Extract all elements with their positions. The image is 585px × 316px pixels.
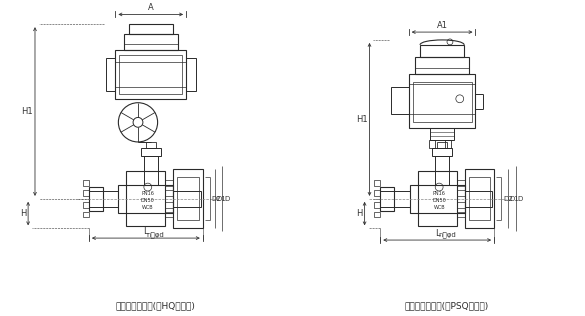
Bar [166,180,173,186]
Bar [409,74,476,128]
Bar [166,212,173,217]
Bar [457,202,464,208]
Bar [126,171,166,226]
Text: D: D [518,196,523,202]
Bar [166,202,173,208]
Text: L: L [143,227,148,236]
Text: H: H [356,209,363,218]
Bar [173,191,201,207]
Bar [391,87,409,113]
Text: D: D [224,196,229,202]
Text: DN50: DN50 [432,198,446,203]
Bar [380,191,409,207]
Text: D1: D1 [216,196,226,202]
Text: 智能型电动球阀(配PSQ执行器): 智能型电动球阀(配PSQ执行器) [405,301,489,310]
Bar [457,190,464,196]
Bar [124,34,178,50]
Bar [166,190,173,196]
Text: H: H [20,209,26,218]
Text: WCB: WCB [433,205,445,210]
Bar [83,190,89,196]
Bar [186,58,196,91]
Bar [374,180,380,186]
Bar [415,57,469,74]
Text: D2: D2 [212,196,221,202]
Text: A1: A1 [436,21,448,30]
Bar [144,156,157,185]
Text: PN16: PN16 [433,191,446,197]
Bar [420,45,464,57]
Bar [89,187,103,211]
Bar [83,202,89,208]
Bar [437,142,447,148]
Text: PN16: PN16 [142,191,154,197]
Bar [118,185,173,213]
Bar [146,142,156,148]
Bar [177,177,199,221]
Bar [173,169,203,228]
Text: A: A [148,3,154,12]
Bar [457,180,464,186]
Text: WCB: WCB [142,205,154,210]
Bar [457,212,464,217]
Bar [374,190,380,196]
Text: DN50: DN50 [141,198,154,203]
Bar [374,212,380,217]
Text: n－φd: n－φd [438,231,456,238]
Bar [469,177,490,221]
Bar [129,24,173,34]
Bar [432,148,452,156]
Bar [83,180,89,186]
Text: 智能型电动球阀(配HQ执行器): 智能型电动球阀(配HQ执行器) [116,301,195,310]
Text: H1: H1 [22,107,33,116]
Bar [435,156,449,185]
Text: n－φd: n－φd [147,231,164,238]
Bar [141,148,160,156]
Bar [418,171,457,226]
Text: D1: D1 [510,196,519,202]
Bar [429,140,435,148]
Bar [412,82,472,122]
Bar [106,58,115,91]
Bar [89,191,118,207]
Bar [410,185,464,213]
Bar [380,187,394,211]
Text: L: L [435,228,439,238]
Text: D2: D2 [503,196,512,202]
Bar [464,191,492,207]
Bar [115,50,186,99]
Bar [119,55,182,94]
Bar [83,212,89,217]
Bar [445,140,451,148]
Bar [464,169,494,228]
Bar [431,128,454,140]
Text: H1: H1 [356,115,367,124]
Bar [374,202,380,208]
